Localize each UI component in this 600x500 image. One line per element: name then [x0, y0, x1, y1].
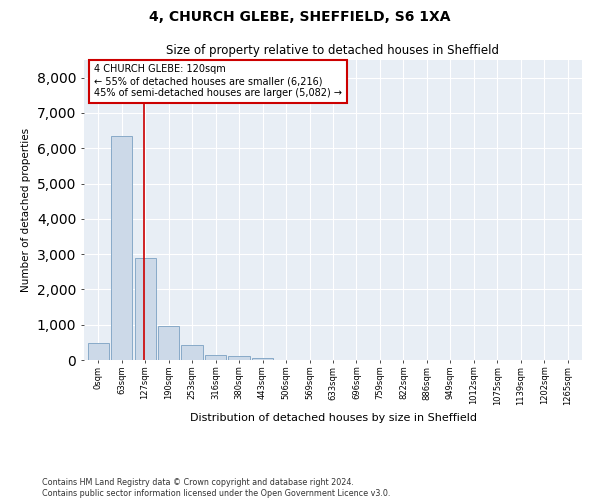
- Y-axis label: Number of detached properties: Number of detached properties: [22, 128, 31, 292]
- Title: Size of property relative to detached houses in Sheffield: Size of property relative to detached ho…: [167, 44, 499, 58]
- Bar: [229, 356, 250, 360]
- Bar: [205, 354, 226, 360]
- Bar: [252, 358, 273, 360]
- Bar: [181, 345, 203, 360]
- Text: 4 CHURCH GLEBE: 120sqm
← 55% of detached houses are smaller (6,216)
45% of semi-: 4 CHURCH GLEBE: 120sqm ← 55% of detached…: [94, 64, 342, 98]
- Bar: [111, 136, 132, 360]
- Text: 4, CHURCH GLEBE, SHEFFIELD, S6 1XA: 4, CHURCH GLEBE, SHEFFIELD, S6 1XA: [149, 10, 451, 24]
- Bar: [134, 258, 155, 360]
- Bar: [88, 344, 109, 360]
- Text: Contains HM Land Registry data © Crown copyright and database right 2024.
Contai: Contains HM Land Registry data © Crown c…: [42, 478, 391, 498]
- Bar: [158, 326, 179, 360]
- X-axis label: Distribution of detached houses by size in Sheffield: Distribution of detached houses by size …: [190, 413, 476, 423]
